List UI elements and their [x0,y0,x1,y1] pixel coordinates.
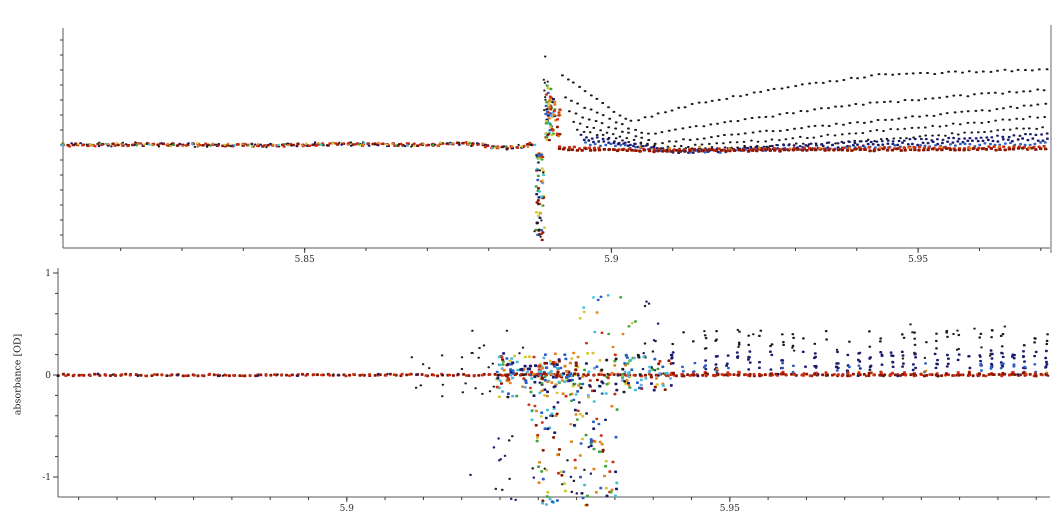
svg-text:0: 0 [45,371,51,381]
svg-text:-1: -1 [42,473,51,483]
svg-text:5.9: 5.9 [340,504,355,514]
svg-text:5.95: 5.95 [908,255,928,265]
svg-text:5.85: 5.85 [295,255,315,265]
y-axis-label: absorbance [OD] [12,333,24,416]
svg-text:5.95: 5.95 [720,504,740,514]
svg-text:5.9: 5.9 [604,255,619,265]
svg-text:1: 1 [45,269,51,279]
overview-plot[interactable]: 5.85 5.9 5.95 [60,28,1050,265]
absorbance-plot[interactable]: 5.9 5.95 1 0 -1 [42,268,1050,514]
